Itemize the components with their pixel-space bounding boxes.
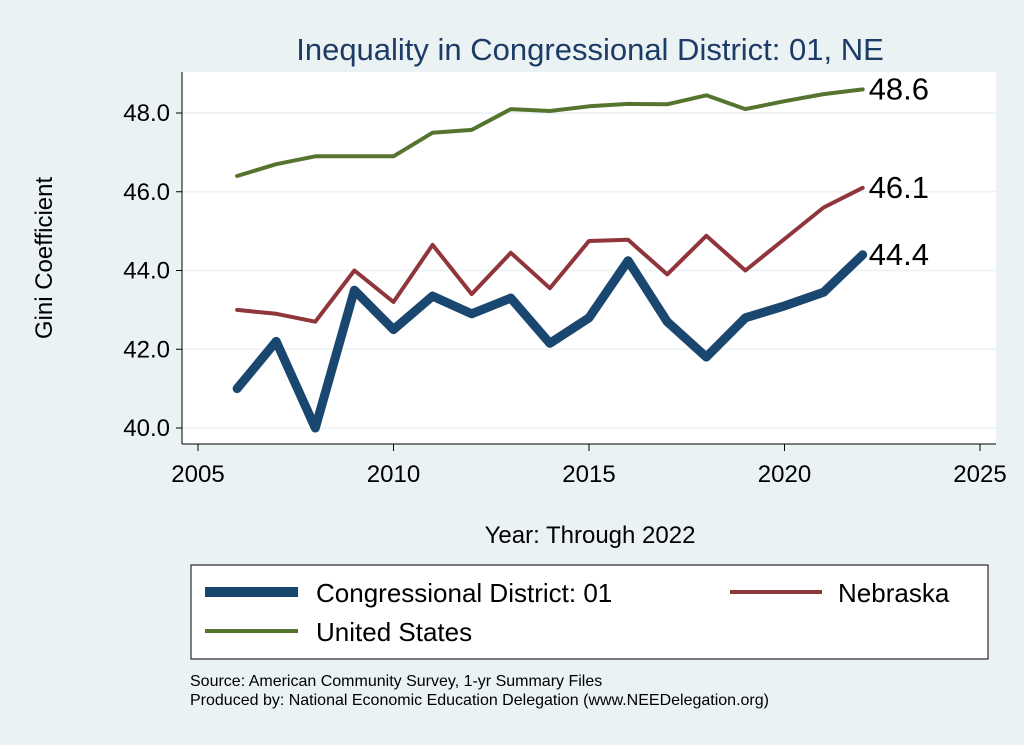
series-line-district [232, 250, 868, 433]
end-label-state: 46.1 [869, 170, 929, 205]
y-tick-label: 44.0 [123, 258, 170, 285]
y-tick-label: 46.0 [123, 179, 170, 206]
series-lines [232, 87, 868, 433]
y-tick-label: 40.0 [123, 415, 170, 442]
source-line-1: Source: American Community Survey, 1-yr … [190, 673, 602, 690]
x-tick-label: 2020 [758, 461, 811, 488]
x-axis-title: Year: Through 2022 [485, 522, 696, 549]
series-line-us [235, 87, 865, 178]
x-tick-label: 2005 [171, 461, 224, 488]
chart-title: Inequality in Congressional District: 01… [296, 32, 884, 67]
legend-label-district: Congressional District: 01 [316, 578, 612, 608]
x-tick-label: 2025 [953, 461, 1006, 488]
x-axis-ticks: 2005 2010 2015 2020 2025 [171, 444, 1007, 488]
x-tick-label: 2015 [562, 461, 615, 488]
end-label-district: 44.4 [869, 237, 929, 272]
series-line-state [235, 185, 865, 324]
legend-label-state: Nebraska [838, 578, 950, 608]
y-axis-title: Gini Coefficient [31, 177, 58, 340]
legend-box [190, 564, 989, 660]
source-line-2: Produced by: National Economic Education… [190, 692, 769, 709]
y-axis-ticks: 40.0 42.0 44.0 46.0 48.0 [123, 100, 182, 442]
end-label-us: 48.6 [869, 71, 929, 106]
legend-label-us: United States [316, 617, 472, 647]
end-labels: 48.6 46.1 44.4 [869, 71, 929, 271]
y-tick-label: 48.0 [123, 100, 170, 127]
y-tick-label: 42.0 [123, 336, 170, 363]
x-tick-label: 2010 [367, 461, 420, 488]
